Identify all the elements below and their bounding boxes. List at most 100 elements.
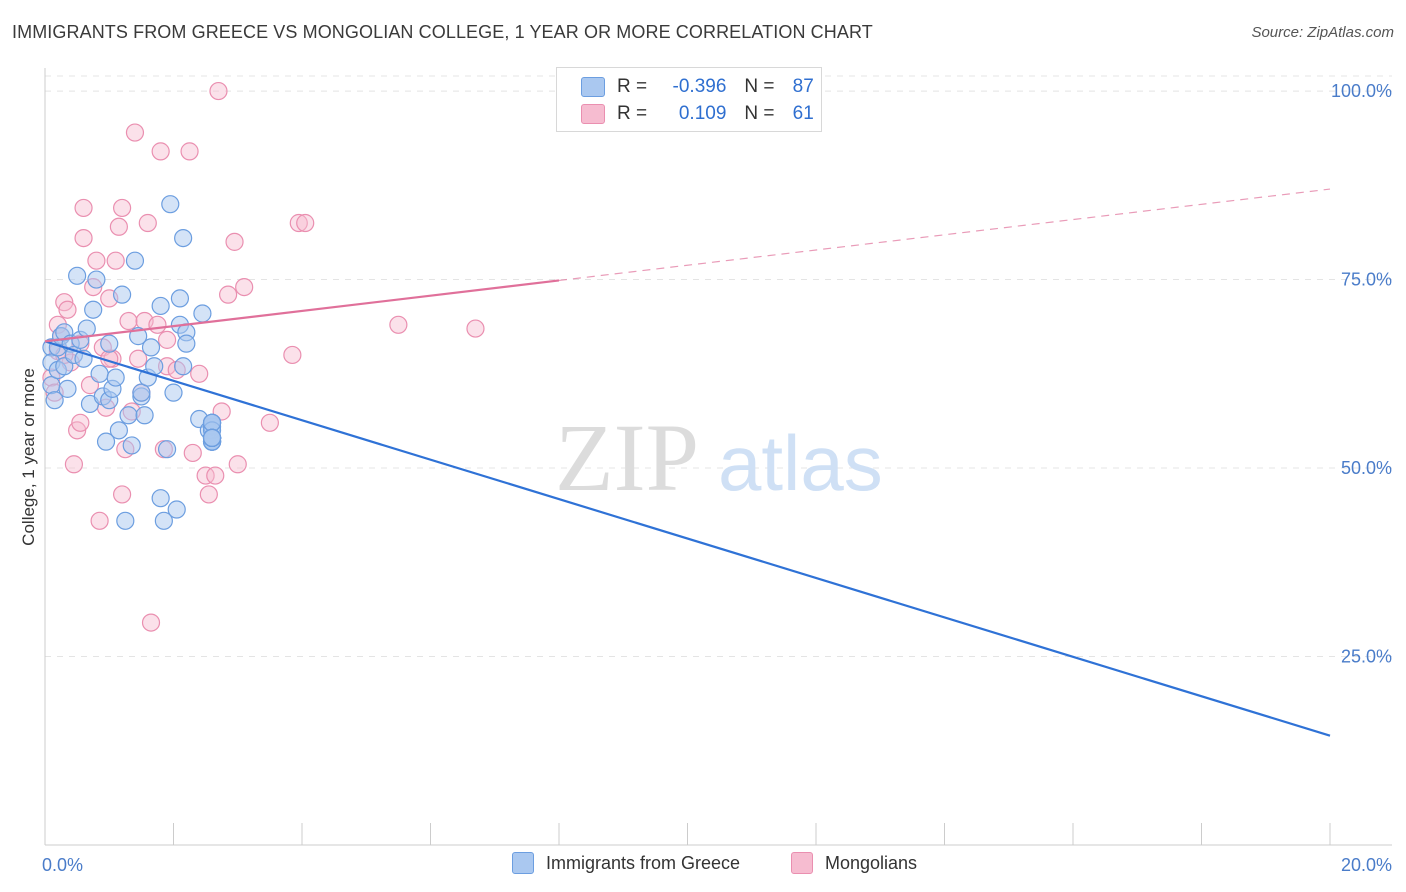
y-tick-label: 50.0% [1341, 458, 1392, 478]
x-tick-label: 0.0% [42, 855, 83, 875]
data-point-greece [112, 285, 132, 304]
bottom-legend-swatch-pink [791, 852, 813, 874]
data-point-greece [119, 406, 138, 425]
data-point-mongolians [190, 364, 209, 383]
data-point-mongolians [87, 251, 106, 270]
data-point-greece [174, 228, 193, 248]
series-immigrants-from-greece [42, 195, 222, 530]
bottom-legend-mongolians: Mongolians [791, 852, 917, 874]
data-point-greece [202, 428, 222, 447]
data-point-mongolians [106, 251, 125, 270]
data-point-greece [174, 357, 193, 376]
data-point-mongolians [74, 198, 93, 218]
data-point-greece [100, 334, 119, 353]
data-point-greece [84, 300, 103, 319]
y-axis-label: College, 1 year or more [19, 368, 38, 546]
data-point-mongolians [58, 300, 77, 319]
data-point-greece [157, 440, 177, 459]
data-point-greece [141, 338, 161, 357]
legend-n-value: 87 [792, 76, 814, 97]
data-point-greece [125, 251, 145, 270]
data-point-mongolians [296, 213, 315, 233]
x-tick-label: 20.0% [1341, 855, 1392, 875]
bottom-legend-swatch-blue [512, 852, 534, 874]
data-point-mongolians [180, 142, 199, 161]
data-point-mongolians [466, 319, 485, 338]
data-point-mongolians [148, 315, 167, 334]
data-point-mongolians [125, 123, 145, 142]
legend-r-value: -0.396 [672, 76, 727, 97]
y-tick-label: 25.0% [1341, 647, 1392, 667]
data-point-mongolians [129, 349, 148, 368]
data-point-mongolians [138, 213, 157, 233]
grid-lines [45, 75, 1392, 658]
data-point-greece [161, 195, 180, 214]
data-point-mongolians [228, 455, 247, 474]
y-tick-label: 100.0% [1331, 81, 1392, 101]
trend-line-mongolians-extrapolated [558, 188, 1331, 282]
data-point-greece [193, 304, 212, 323]
tick-labels: 25.0% 50.0% 75.0% 100.0% 0.0% 20.0% [42, 81, 1392, 875]
data-point-mongolians [196, 466, 215, 485]
watermark: ZIP atlas [555, 404, 883, 511]
legend-r-label: R = [617, 103, 648, 124]
data-point-greece [68, 266, 87, 285]
bottom-legend-label-greece: Immigrants from Greece [546, 852, 741, 873]
data-point-greece [154, 511, 173, 530]
legend-row-mongolians: R = 0.109 N = 61 [581, 102, 814, 126]
data-point-greece [58, 379, 77, 398]
data-point-mongolians [157, 330, 177, 349]
data-point-mongolians [112, 198, 132, 218]
axes [44, 68, 1392, 846]
data-point-greece [135, 406, 154, 425]
data-point-mongolians [71, 413, 90, 432]
data-point-mongolians [235, 277, 254, 297]
data-point-greece [106, 368, 125, 387]
data-point-greece [109, 421, 128, 440]
data-point-mongolians [64, 455, 84, 474]
watermark-zip: ZIP [555, 404, 699, 511]
legend-swatch-pink [581, 104, 605, 124]
data-point-mongolians [141, 613, 161, 632]
trend-line-mongolians [44, 279, 560, 343]
data-point-greece [202, 413, 222, 432]
data-point-greece [151, 296, 170, 316]
y-tick-label: 75.0% [1341, 270, 1392, 290]
stats-legend: R = -0.396 N = 87 R = 0.109 N = 61 [556, 67, 822, 132]
legend-r-label: R = [617, 76, 648, 97]
data-point-greece [170, 289, 190, 308]
legend-n-value: 61 [792, 103, 814, 124]
data-point-greece [90, 364, 109, 383]
data-point-greece [122, 436, 141, 455]
source-credit: Source: ZipAtlas.com [1251, 24, 1394, 41]
data-point-greece [96, 432, 116, 451]
data-point-greece [167, 500, 186, 519]
data-point-greece [77, 319, 96, 338]
data-point-mongolians [74, 228, 93, 248]
data-point-greece [177, 334, 196, 353]
chart-title: IMMIGRANTS FROM GREECE VS MONGOLIAN COLL… [12, 22, 873, 42]
data-point-greece [87, 270, 106, 289]
data-point-mongolians [283, 345, 302, 365]
watermark-atlas: atlas [718, 419, 883, 507]
data-point-mongolians [112, 485, 132, 504]
data-point-mongolians [260, 413, 279, 432]
data-point-mongolians [389, 315, 408, 334]
data-point-greece [164, 383, 183, 402]
data-point-mongolians [209, 81, 228, 101]
data-point-greece [116, 511, 135, 530]
data-point-mongolians [225, 232, 244, 251]
data-point-greece [151, 489, 170, 508]
series-mongolians [42, 81, 485, 632]
legend-n-label: N = [744, 103, 775, 124]
legend-row-greece: R = -0.396 N = 87 [581, 75, 814, 99]
data-point-mongolians [109, 217, 128, 236]
legend-swatch-blue [581, 77, 605, 97]
legend-n-label: N = [744, 76, 775, 97]
data-point-greece [45, 391, 64, 410]
data-point-mongolians [219, 285, 238, 304]
legend-r-value: 0.109 [678, 103, 727, 124]
trend-line-greece [44, 340, 1331, 737]
data-point-greece [132, 383, 151, 402]
